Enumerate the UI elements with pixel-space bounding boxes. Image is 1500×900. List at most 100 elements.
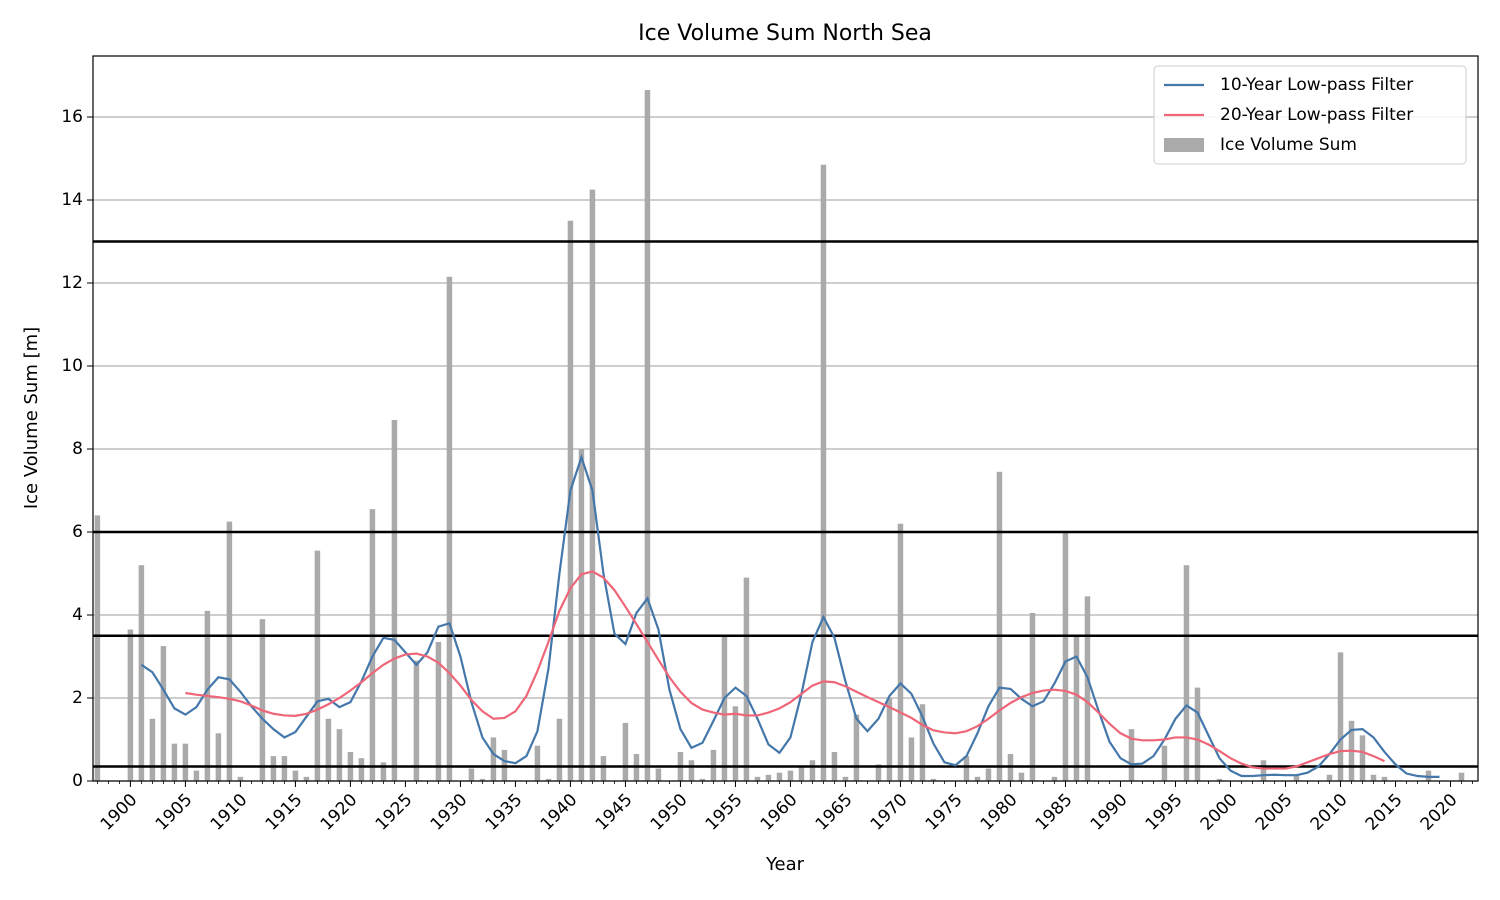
bar xyxy=(1359,735,1366,781)
bar xyxy=(215,733,222,781)
bar xyxy=(226,521,233,781)
bar xyxy=(369,509,376,781)
bar xyxy=(600,756,607,781)
x-tick-label: 1955 xyxy=(702,790,747,835)
bar xyxy=(413,660,420,781)
bar xyxy=(842,776,849,781)
bar xyxy=(1293,774,1300,781)
bar xyxy=(1161,745,1168,781)
bar xyxy=(314,550,321,781)
x-tick-label: 1925 xyxy=(372,790,417,835)
legend-box xyxy=(1153,65,1467,165)
bar xyxy=(776,772,783,781)
bar xyxy=(281,756,288,781)
bar xyxy=(644,90,651,781)
x-tick-label: 2010 xyxy=(1307,790,1352,835)
x-tick-label: 1940 xyxy=(537,790,582,835)
bar xyxy=(578,449,585,781)
bar xyxy=(1458,772,1465,781)
bar xyxy=(446,276,453,781)
bar xyxy=(798,766,805,781)
y-tick-label: 10 xyxy=(61,356,83,376)
bar xyxy=(1216,778,1223,781)
bar xyxy=(655,768,662,781)
x-tick-label: 1970 xyxy=(867,790,912,835)
bar xyxy=(358,758,365,781)
bar xyxy=(545,778,552,781)
x-tick-label: 1945 xyxy=(592,790,637,835)
y-tick-label: 12 xyxy=(61,273,83,293)
x-tick-label: 1935 xyxy=(482,790,527,835)
x-tick-label: 1930 xyxy=(427,790,472,835)
x-tick-label: 1980 xyxy=(977,790,1022,835)
x-axis-label: Year xyxy=(765,854,805,875)
y-tick-label: 0 xyxy=(72,771,83,791)
bar xyxy=(160,646,167,781)
bar xyxy=(622,722,629,781)
y-tick-label: 8 xyxy=(72,439,83,459)
bar xyxy=(468,768,475,781)
bar xyxy=(1326,774,1333,781)
x-tick-label: 1985 xyxy=(1032,790,1077,835)
x-tick-label: 1905 xyxy=(152,790,197,835)
bar xyxy=(886,698,893,781)
bar xyxy=(380,762,387,781)
bar xyxy=(336,729,343,781)
bar xyxy=(149,718,156,781)
bar xyxy=(1194,687,1201,781)
legend-label: 10-Year Low-pass Filter xyxy=(1220,75,1413,95)
x-tick-label: 1990 xyxy=(1087,790,1132,835)
bar xyxy=(765,774,772,781)
bar xyxy=(1029,612,1036,781)
bar xyxy=(182,743,189,781)
bar xyxy=(919,704,926,781)
bar xyxy=(1128,729,1135,781)
bar xyxy=(809,760,816,781)
bar xyxy=(534,745,541,781)
bar xyxy=(754,776,761,781)
plot-frame xyxy=(92,55,1479,782)
bar xyxy=(1018,772,1025,781)
y-tick-label: 2 xyxy=(72,688,83,708)
bar xyxy=(985,768,992,781)
bar xyxy=(270,756,277,781)
y-axis-label: Ice Volume Sum [m] xyxy=(21,327,42,509)
x-tick-label: 1950 xyxy=(647,790,692,835)
bar xyxy=(699,778,706,781)
bar xyxy=(1183,565,1190,781)
bar xyxy=(1073,635,1080,781)
y-tick-label: 4 xyxy=(72,605,83,625)
bar xyxy=(391,419,398,781)
y-tick-label: 16 xyxy=(61,107,83,127)
legend-label: Ice Volume Sum xyxy=(1220,135,1357,155)
x-tick-label: 1965 xyxy=(812,790,857,835)
bar xyxy=(556,718,563,781)
x-tick-label: 2020 xyxy=(1417,790,1462,835)
bar xyxy=(94,515,101,781)
bar xyxy=(732,706,739,781)
bar xyxy=(743,577,750,781)
bar xyxy=(193,770,200,781)
bar xyxy=(490,737,497,781)
bar xyxy=(127,629,134,781)
bar xyxy=(171,743,178,781)
bar xyxy=(138,565,145,781)
x-tick-label: 1960 xyxy=(757,790,802,835)
line xyxy=(140,453,1440,778)
bar xyxy=(897,523,904,781)
legend-swatch xyxy=(1164,138,1204,152)
x-tick-label: 2015 xyxy=(1362,790,1407,835)
x-tick-label: 2000 xyxy=(1197,790,1242,835)
bar xyxy=(567,220,574,782)
y-tick-label: 6 xyxy=(72,522,83,542)
bar xyxy=(325,718,332,781)
bar xyxy=(930,778,937,781)
bar xyxy=(853,714,860,781)
bar xyxy=(259,619,266,781)
bar xyxy=(303,776,310,781)
chart-title: Ice Volume Sum North Sea xyxy=(638,21,932,46)
y-tick-label: 14 xyxy=(61,190,83,210)
bar xyxy=(1084,596,1091,781)
legend-label: 20-Year Low-pass Filter xyxy=(1220,105,1413,125)
bar xyxy=(1337,652,1344,781)
